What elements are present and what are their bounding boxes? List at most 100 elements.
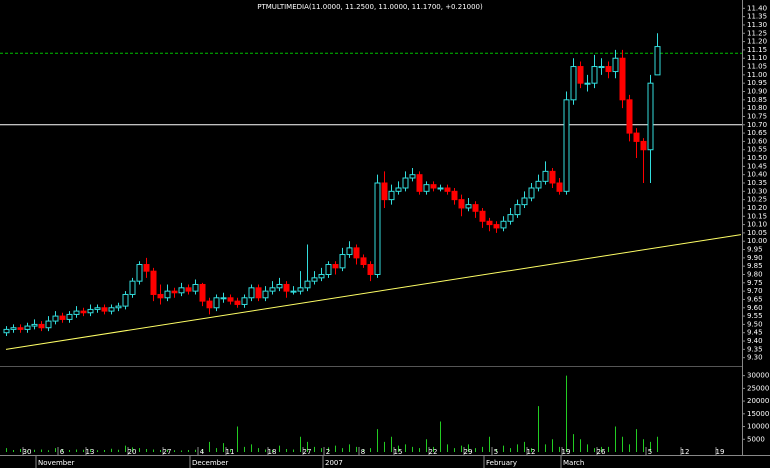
candle-body xyxy=(430,184,437,189)
candle-body xyxy=(514,204,521,216)
y-tick-label: 9.55 xyxy=(747,312,763,320)
x-tick-label: 8 xyxy=(361,448,365,456)
y-tick-label: 9.85 xyxy=(747,262,763,270)
candle-body xyxy=(94,307,101,310)
y2-tick-label: 20000 xyxy=(747,397,769,405)
x-tick-label: 19 xyxy=(716,448,725,456)
y-tick-label: 10.15 xyxy=(747,212,767,220)
y-tick-label: 9.80 xyxy=(747,271,763,279)
candle-body xyxy=(458,199,465,209)
candle-body xyxy=(563,99,570,192)
candle-body xyxy=(654,46,661,76)
y-tick-label: 11.35 xyxy=(747,13,767,21)
candle-body xyxy=(486,220,493,226)
y-tick-label: 10.10 xyxy=(747,221,767,229)
y-tick-label: 10.80 xyxy=(747,104,767,112)
y-tick-label: 10.85 xyxy=(747,96,767,104)
candle-body xyxy=(87,308,94,314)
x-tick-label: 20 xyxy=(128,448,137,456)
y2-tick-label: 15000 xyxy=(747,410,769,418)
candle-body xyxy=(528,187,535,199)
y-tick-label: 9.65 xyxy=(747,295,763,303)
candle-body xyxy=(31,323,38,327)
candle-body xyxy=(178,287,185,294)
y-tick-label: 9.70 xyxy=(747,287,763,295)
candle-body xyxy=(647,82,654,151)
candle-body xyxy=(10,327,17,330)
candle-body xyxy=(17,327,24,330)
candle-body xyxy=(297,287,304,292)
y-tick-label: 10.90 xyxy=(747,88,767,96)
candle-body xyxy=(290,290,297,293)
x-tick-label: 5 xyxy=(494,448,498,456)
candle-body xyxy=(171,290,178,294)
candle-body xyxy=(409,174,416,179)
candle-body xyxy=(52,315,59,322)
candle-body xyxy=(269,287,276,292)
y-tick-label: 10.75 xyxy=(747,112,767,120)
y-tick-label: 11.40 xyxy=(747,4,767,12)
candle-body xyxy=(626,99,633,134)
x-tick-label: 22 xyxy=(429,448,438,456)
chart-title: PTMULTIMEDIA(11.0000, 11.2500, 11.0000, … xyxy=(257,3,483,11)
candle-body xyxy=(24,325,31,330)
y-tick-label: 10.20 xyxy=(747,204,767,212)
candle-body xyxy=(556,182,563,192)
x-tick-label: 11 xyxy=(226,448,235,456)
candle-body xyxy=(59,315,66,320)
candle-body xyxy=(73,310,80,315)
x-tick-label: 6 xyxy=(60,448,65,456)
candle-body xyxy=(472,204,479,212)
y-tick-label: 9.40 xyxy=(747,337,763,345)
y-tick-label: 9.60 xyxy=(747,304,763,312)
candle-body xyxy=(437,187,444,190)
x-tick-label: 26 xyxy=(597,448,606,456)
candle-body xyxy=(465,204,472,209)
candle-body xyxy=(479,210,486,222)
y-tick-label: 10.25 xyxy=(747,196,767,204)
candle-body xyxy=(381,182,388,201)
candle-body xyxy=(577,66,584,84)
candle-body xyxy=(129,280,136,295)
candle-body xyxy=(395,187,402,192)
y-tick-label: 9.45 xyxy=(747,329,763,337)
candle-body xyxy=(108,307,115,312)
x-tick-label: 12 xyxy=(527,448,536,456)
candle-body xyxy=(311,277,318,282)
candle-body xyxy=(192,283,199,292)
y2-tick-label: 10000 xyxy=(747,423,769,431)
candle-body xyxy=(164,290,171,299)
candle-body xyxy=(570,66,577,101)
candle-body xyxy=(262,290,269,299)
y-tick-label: 9.50 xyxy=(747,320,763,328)
candle-body xyxy=(584,82,591,85)
candle-body xyxy=(248,287,255,299)
candle-body xyxy=(388,190,395,201)
x-tick-label: 13 xyxy=(86,448,95,456)
y-tick-label: 11.25 xyxy=(747,29,767,37)
candle-body xyxy=(353,247,360,259)
y-tick-label: 10.45 xyxy=(747,162,767,170)
candle-body xyxy=(605,66,612,73)
candle-body xyxy=(3,328,10,334)
trendline xyxy=(5,234,742,350)
y-tick-label: 10.00 xyxy=(747,237,767,245)
candle-body xyxy=(220,297,227,300)
x-tick-label: 18 xyxy=(268,448,277,456)
candle-body xyxy=(45,320,52,329)
candle-body xyxy=(612,57,619,73)
candle-body xyxy=(206,300,213,309)
candle-body xyxy=(444,187,451,192)
candle-body xyxy=(339,254,346,269)
candle-body xyxy=(276,283,283,289)
candle-body xyxy=(318,274,325,279)
x-tick-label: 30 xyxy=(23,448,32,456)
candle-body xyxy=(640,140,647,151)
candle-body xyxy=(66,313,73,320)
candle-body xyxy=(493,224,500,229)
y-tick-label: 10.05 xyxy=(747,229,767,237)
y-tick-label: 10.50 xyxy=(747,154,767,162)
